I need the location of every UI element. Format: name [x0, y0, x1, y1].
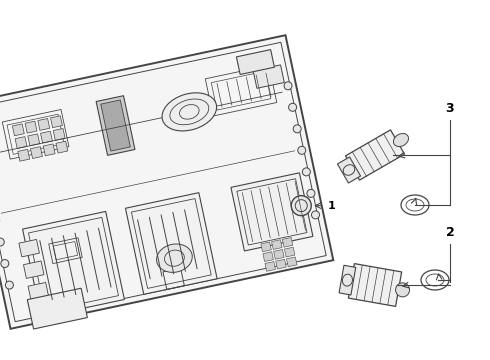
Polygon shape	[18, 149, 30, 161]
Polygon shape	[261, 242, 271, 252]
Polygon shape	[339, 265, 356, 295]
Polygon shape	[19, 239, 39, 257]
Polygon shape	[282, 238, 293, 247]
Ellipse shape	[162, 93, 217, 131]
Polygon shape	[30, 147, 42, 158]
Polygon shape	[43, 144, 55, 156]
Polygon shape	[28, 283, 49, 300]
Polygon shape	[287, 257, 297, 267]
Polygon shape	[24, 261, 44, 278]
Polygon shape	[231, 173, 313, 251]
Polygon shape	[274, 249, 284, 259]
Polygon shape	[28, 134, 40, 146]
Polygon shape	[50, 116, 62, 128]
Ellipse shape	[395, 283, 410, 297]
Polygon shape	[38, 118, 49, 130]
Circle shape	[0, 238, 4, 246]
Polygon shape	[12, 124, 24, 136]
Polygon shape	[41, 131, 52, 143]
Polygon shape	[338, 157, 361, 183]
Circle shape	[5, 281, 13, 289]
Circle shape	[302, 168, 310, 176]
Circle shape	[291, 195, 311, 216]
Circle shape	[284, 82, 292, 90]
Text: 1: 1	[327, 201, 335, 211]
Ellipse shape	[157, 244, 192, 273]
Text: 3: 3	[446, 102, 454, 114]
Circle shape	[1, 260, 9, 267]
Ellipse shape	[393, 134, 409, 147]
Polygon shape	[23, 211, 124, 317]
Polygon shape	[253, 65, 284, 88]
Polygon shape	[284, 247, 295, 257]
Polygon shape	[56, 141, 68, 153]
Circle shape	[293, 125, 301, 133]
Polygon shape	[265, 262, 275, 271]
Circle shape	[298, 146, 306, 154]
Polygon shape	[25, 121, 37, 133]
Polygon shape	[263, 252, 273, 261]
Polygon shape	[27, 288, 87, 329]
Polygon shape	[101, 100, 130, 151]
Polygon shape	[0, 35, 333, 329]
Polygon shape	[236, 50, 274, 75]
Polygon shape	[125, 193, 217, 294]
Circle shape	[289, 103, 296, 111]
Polygon shape	[345, 130, 405, 180]
Polygon shape	[276, 259, 286, 269]
Polygon shape	[96, 96, 135, 155]
Polygon shape	[53, 129, 65, 140]
Circle shape	[312, 211, 319, 219]
Polygon shape	[271, 240, 282, 249]
Text: 2: 2	[445, 225, 454, 239]
Circle shape	[307, 189, 315, 197]
Polygon shape	[15, 136, 27, 148]
Polygon shape	[348, 264, 402, 306]
